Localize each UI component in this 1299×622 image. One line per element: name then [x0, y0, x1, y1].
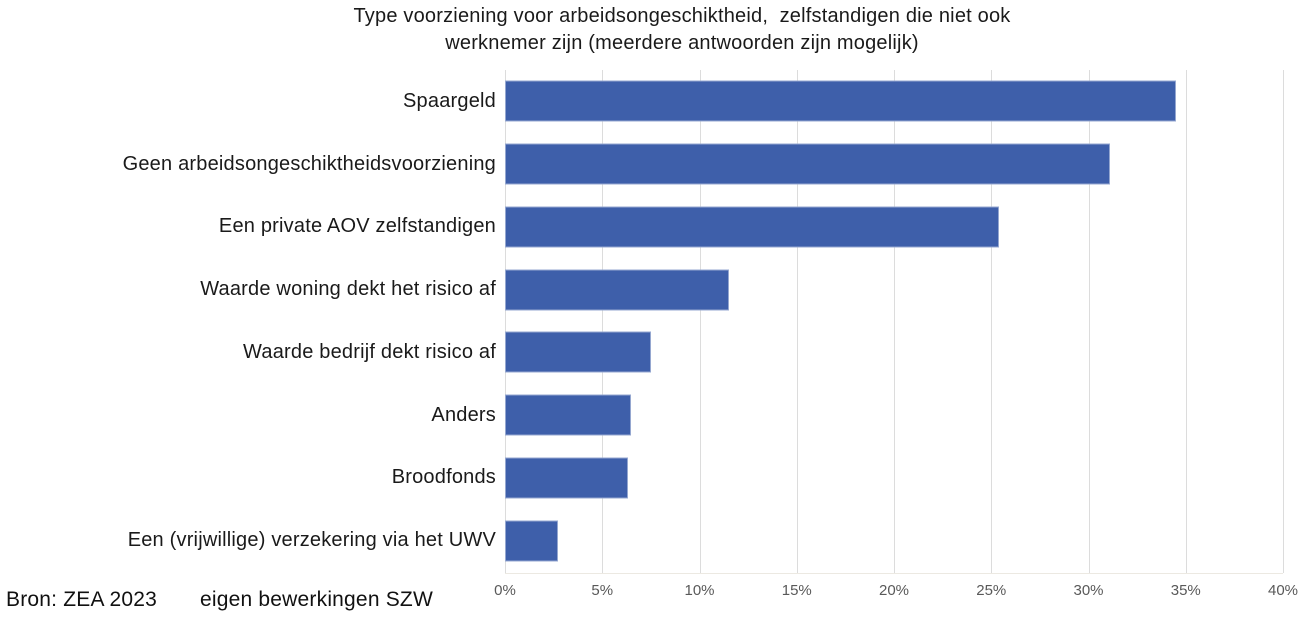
bar-track: [505, 509, 1283, 572]
gridline: [1088, 70, 1090, 573]
gridline: [602, 70, 604, 573]
category-label: Waarde woning dekt het risico af: [200, 278, 496, 301]
category-label: Spaargeld: [403, 89, 496, 112]
x-tick-label: 25%: [976, 582, 1007, 599]
bar: [505, 520, 558, 562]
bar-track: [505, 70, 1283, 133]
x-tick-label: 30%: [1073, 582, 1104, 599]
note-label: eigen bewerkingen SZW: [200, 588, 433, 611]
bar: [505, 143, 1110, 185]
bar-track: [505, 196, 1283, 259]
x-tick-label: 20%: [878, 582, 910, 599]
bar: [505, 394, 632, 436]
category-label: Waarde bedrijf dekt risico af: [243, 340, 496, 363]
bar-track: [505, 258, 1283, 321]
chart-title-line-2: werknemer zijn (meerdere antwoorden zijn…: [445, 32, 919, 54]
bar: [505, 80, 1177, 122]
bar-row: Broodfonds: [0, 447, 1283, 510]
x-tick-label: 40%: [1267, 582, 1299, 599]
plot-area: Spaargeld Geen arbeidsongeschiktheidsvoor…: [0, 70, 1284, 574]
category-label: Geen arbeidsongeschiktheidsvoorziening: [122, 152, 496, 175]
bar-row: Een (vrijwillige) verzekering via het UW…: [0, 509, 1283, 572]
bar-row: Anders: [0, 384, 1283, 447]
bar-track: [505, 447, 1283, 510]
bar-row: Waarde bedrijf dekt risico af: [0, 321, 1283, 384]
bar: [505, 457, 628, 499]
gridline: [1283, 70, 1284, 573]
bar: [505, 206, 1000, 248]
x-tick-label: 0%: [494, 582, 516, 599]
gridline: [796, 70, 798, 573]
chart-title-line-1: Type voorziening voor arbeidsongeschikth…: [353, 5, 1011, 27]
gridline: [699, 70, 701, 573]
bar-row: Geen arbeidsongeschiktheidsvoorziening: [0, 133, 1283, 196]
source-label: Bron: ZEA 2023: [6, 588, 158, 611]
x-tick-label: 5%: [591, 582, 614, 599]
gridline-layer: [505, 70, 1284, 574]
bar: [505, 269, 729, 311]
gridline: [894, 70, 895, 573]
bar: [505, 331, 651, 373]
bar-track: [505, 384, 1283, 447]
bar-track: [505, 321, 1283, 384]
category-label: Een (vrijwillige) verzekering via het UW…: [127, 529, 496, 552]
category-label: Broodfonds: [391, 466, 496, 489]
gridline: [505, 70, 506, 573]
x-tick-label: 35%: [1170, 582, 1201, 599]
x-axis: 0% 5% 10% 15% 20% 25% 30% 35% 40%: [494, 582, 1298, 604]
bar-row: Een private AOV zelfstandigen: [0, 196, 1283, 259]
bar-rows: Spaargeld Geen arbeidsongeschiktheidsvoor…: [0, 70, 1283, 572]
category-label: Een private AOV zelfstandigen: [218, 215, 496, 238]
bar-track: [505, 133, 1283, 196]
gridline: [1185, 70, 1187, 573]
bar-row: Waarde woning dekt het risico af: [0, 258, 1283, 321]
bar-row: Spaargeld: [0, 70, 1283, 133]
gridline: [991, 70, 993, 573]
x-tick-label: 15%: [781, 582, 812, 599]
category-label: Anders: [431, 403, 496, 426]
chart-title: Type voorziening voor arbeidsongeschikth…: [0, 3, 1299, 57]
x-tick-label: 10%: [684, 582, 715, 599]
